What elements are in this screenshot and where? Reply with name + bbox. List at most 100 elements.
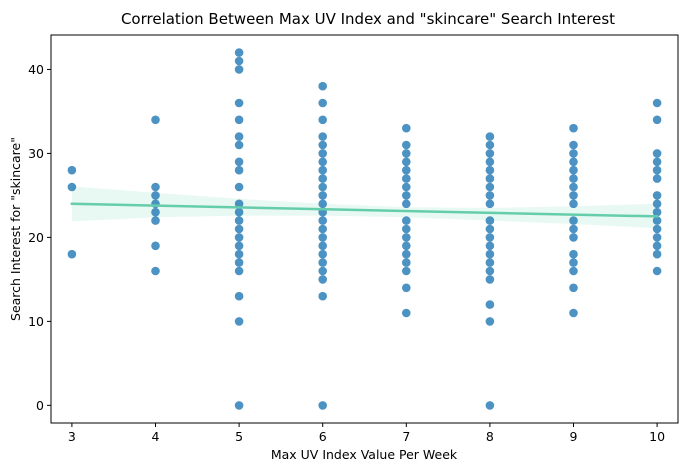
data-point (318, 266, 328, 276)
data-point (234, 317, 244, 326)
data-point (402, 283, 411, 293)
data-point (151, 266, 160, 276)
chart-title: Correlation Between Max UV Index and "sk… (121, 10, 615, 28)
data-point (569, 283, 578, 293)
data-point (652, 174, 662, 183)
data-point (318, 241, 328, 251)
data-point (402, 249, 411, 259)
data-point (402, 157, 411, 167)
data-point (234, 199, 244, 209)
data-point (402, 182, 411, 192)
data-point (569, 123, 578, 133)
data-point (652, 199, 662, 209)
data-point (652, 157, 662, 167)
data-point (402, 233, 411, 242)
data-point (151, 115, 160, 125)
data-point (652, 98, 662, 108)
data-point (402, 266, 411, 276)
x-tick-label: 3 (68, 429, 76, 444)
data-point (485, 224, 495, 234)
data-point (318, 81, 328, 91)
data-point (318, 174, 328, 183)
data-point (485, 182, 495, 192)
data-point (402, 199, 411, 209)
data-point (569, 199, 578, 209)
data-point (318, 401, 328, 410)
data-point (485, 165, 495, 175)
data-point (318, 98, 328, 108)
data-point (234, 401, 244, 410)
data-point (485, 300, 495, 309)
data-point (67, 165, 77, 175)
y-tick-label: 0 (36, 398, 44, 413)
data-point (234, 56, 244, 66)
y-axis-label: Search Interest for "skincare" (8, 137, 23, 321)
data-point (485, 140, 495, 150)
data-point (485, 401, 495, 410)
data-point (318, 249, 328, 259)
data-point (652, 149, 662, 158)
data-point (652, 165, 662, 175)
data-point (318, 132, 328, 141)
data-point (485, 258, 495, 267)
data-point (318, 199, 328, 209)
data-point (402, 123, 411, 133)
data-point (318, 216, 328, 225)
data-point (485, 241, 495, 251)
regression-line (70, 202, 659, 218)
data-point (151, 182, 160, 192)
data-point (234, 233, 244, 242)
data-point (652, 224, 662, 234)
data-point (652, 207, 662, 217)
regression-line-layer (70, 202, 659, 218)
data-point (569, 233, 578, 242)
data-point (485, 157, 495, 167)
data-point (318, 149, 328, 158)
data-point (67, 249, 77, 259)
x-tick-label: 5 (235, 429, 243, 444)
data-point (234, 216, 244, 225)
data-point (402, 140, 411, 150)
data-point (318, 157, 328, 167)
x-tick-label: 4 (152, 429, 160, 444)
data-point (485, 132, 495, 141)
data-point (569, 157, 578, 167)
data-point (318, 224, 328, 234)
data-point (485, 275, 495, 284)
data-point (234, 224, 244, 234)
data-point (234, 140, 244, 150)
data-point (234, 157, 244, 167)
data-point (569, 182, 578, 192)
x-tick-label: 10 (649, 429, 665, 444)
data-point (569, 174, 578, 183)
data-point (318, 115, 328, 125)
data-point (234, 249, 244, 259)
data-point (151, 207, 160, 217)
data-point (318, 233, 328, 242)
data-point (234, 266, 244, 276)
data-point (569, 249, 578, 259)
data-point (318, 165, 328, 175)
data-point (485, 233, 495, 242)
plot-frame (50, 34, 679, 424)
x-axis-ticks: 3 4 5 6 7 8 9 10 (68, 423, 665, 444)
y-tick-label: 40 (28, 62, 44, 77)
data-point (569, 258, 578, 267)
confidence-band (71, 186, 658, 229)
data-point (151, 191, 160, 200)
data-point (485, 216, 495, 225)
data-point (151, 241, 160, 251)
data-point (318, 140, 328, 150)
data-point (569, 149, 578, 158)
data-point (652, 241, 662, 251)
y-tick-label: 20 (28, 230, 44, 245)
data-point (485, 249, 495, 259)
data-point (402, 308, 411, 318)
data-point (234, 115, 244, 125)
data-point (402, 165, 411, 175)
data-point (485, 199, 495, 209)
y-tick-label: 10 (28, 314, 44, 329)
data-point (234, 241, 244, 251)
